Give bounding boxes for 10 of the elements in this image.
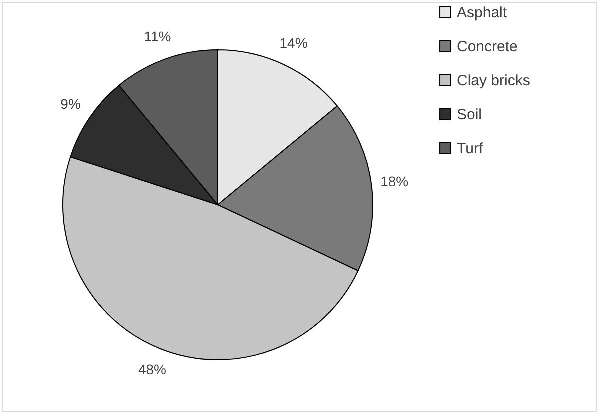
legend-label: Concrete: [457, 38, 518, 56]
legend-label: Soil: [457, 106, 482, 124]
data-label: 9%: [60, 96, 81, 112]
data-label: 14%: [280, 34, 308, 51]
legend-label: Clay bricks: [457, 72, 530, 90]
data-label: 18%: [380, 174, 409, 190]
data-label: 11%: [144, 28, 172, 45]
legend-label: Turf: [457, 140, 484, 158]
data-label: 48%: [138, 362, 166, 378]
legend-label: Asphalt: [457, 4, 508, 22]
